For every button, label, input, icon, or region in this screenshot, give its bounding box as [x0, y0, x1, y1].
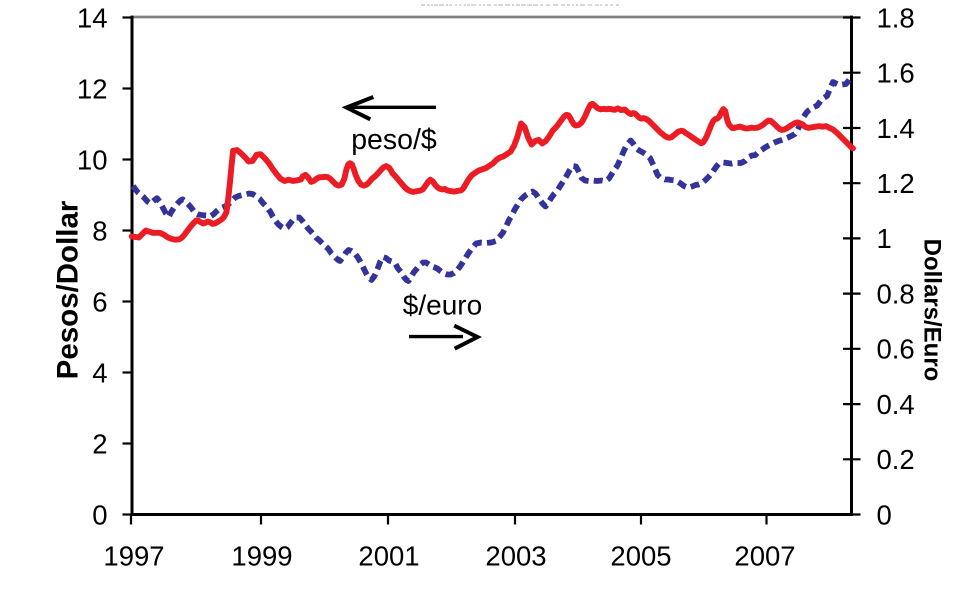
- svg-text:14: 14: [77, 2, 108, 33]
- svg-text:2001: 2001: [358, 541, 419, 572]
- svg-text:0.6: 0.6: [877, 334, 915, 365]
- svg-text:0.2: 0.2: [877, 444, 915, 475]
- svg-text:$/euro: $/euro: [403, 290, 482, 321]
- svg-text:12: 12: [77, 73, 108, 104]
- svg-text:4: 4: [92, 357, 107, 388]
- svg-text:0.4: 0.4: [877, 389, 915, 420]
- svg-text:1999: 1999: [231, 541, 292, 572]
- svg-text:peso/$: peso/$: [351, 124, 437, 156]
- svg-text:1.6: 1.6: [877, 58, 915, 89]
- svg-text:1: 1: [877, 223, 892, 254]
- svg-text:2003: 2003: [485, 541, 546, 572]
- svg-text:1.2: 1.2: [877, 168, 915, 199]
- svg-text:1.4: 1.4: [877, 113, 915, 144]
- svg-text:Dollars/Euro: Dollars/Euro: [919, 239, 946, 382]
- svg-text:8: 8: [92, 215, 107, 246]
- svg-text:Pesos/Dollar: Pesos/Dollar: [52, 200, 85, 379]
- svg-text:1.8: 1.8: [877, 2, 915, 33]
- svg-text:2005: 2005: [610, 541, 671, 572]
- svg-text:0: 0: [877, 499, 892, 530]
- svg-text:10: 10: [77, 144, 108, 175]
- svg-text:2007: 2007: [734, 541, 795, 572]
- svg-text:6: 6: [92, 286, 107, 317]
- svg-text:0.8: 0.8: [877, 278, 915, 309]
- svg-text:2: 2: [92, 428, 107, 459]
- svg-text:0: 0: [92, 499, 107, 530]
- svg-text:1997: 1997: [103, 541, 164, 572]
